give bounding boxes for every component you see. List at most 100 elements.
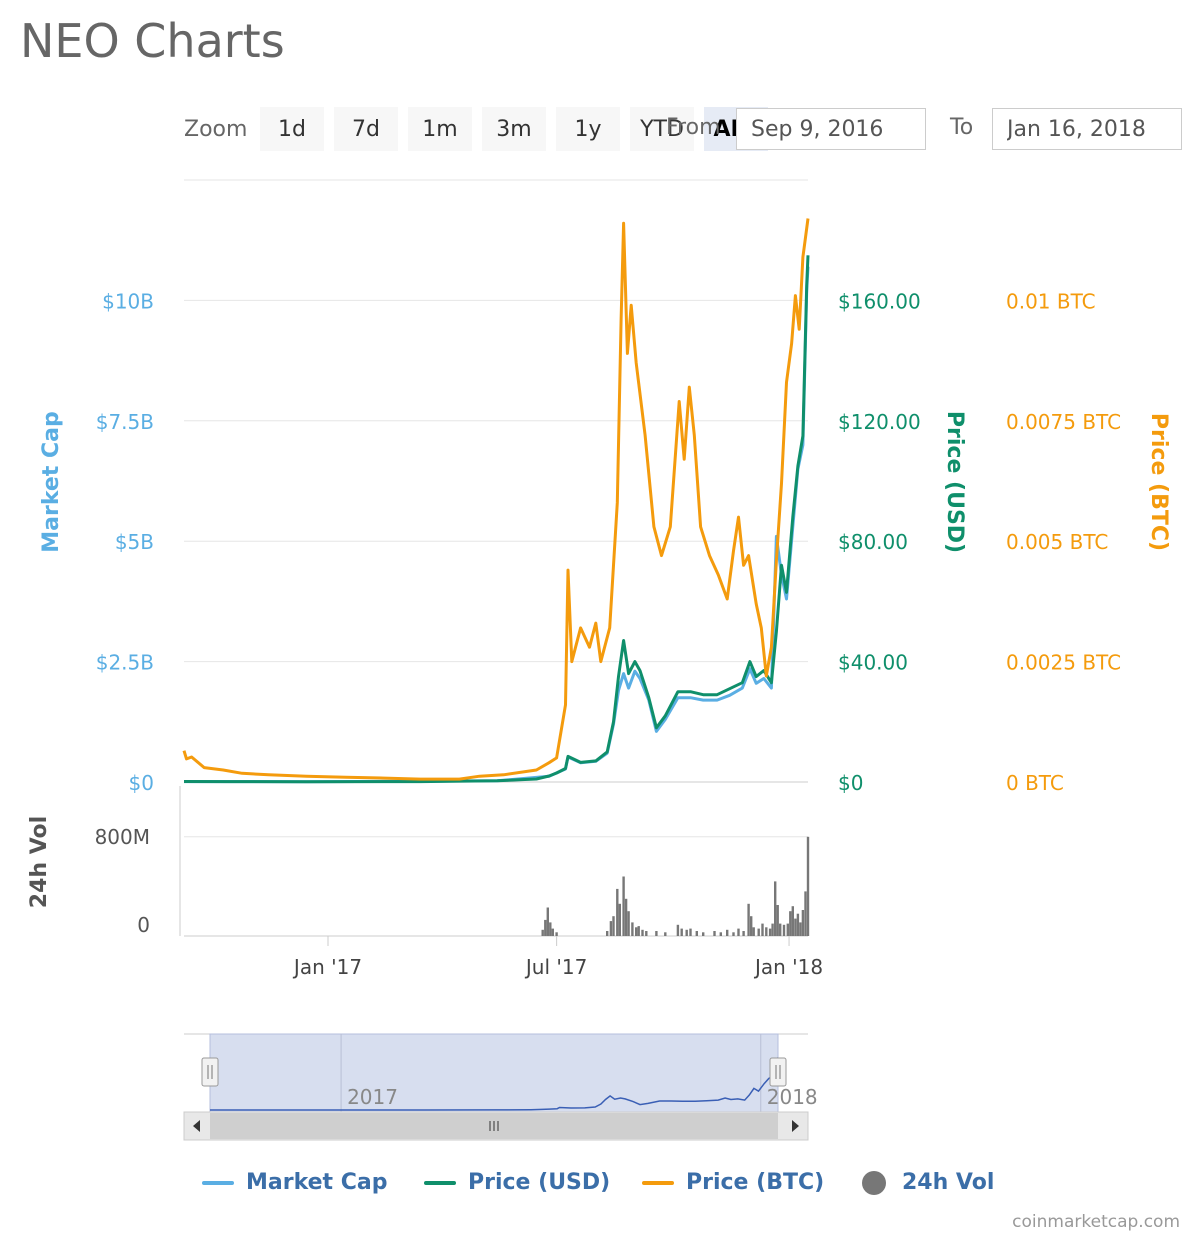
volume-bar (737, 928, 740, 936)
price-btc-series-line (182, 218, 810, 781)
zoom-1d-button[interactable]: 1d (260, 107, 324, 151)
range-from-input[interactable] (736, 108, 926, 150)
market-cap-series-line (183, 266, 810, 784)
market-cap-tick-label: $7.5B (96, 410, 154, 434)
legend-24h-vol[interactable]: 24h Vol (862, 1170, 994, 1195)
volume-bar (612, 916, 615, 936)
volume-bar (719, 932, 722, 936)
volume-bar (664, 932, 667, 936)
volume-bar (635, 927, 638, 936)
legend-price-usd[interactable]: Price (USD) (424, 1170, 610, 1195)
range-from-label: From (666, 115, 721, 140)
volume-bar (618, 903, 621, 936)
volume-bar (695, 931, 698, 936)
navigator-right-handle-box (769, 1057, 787, 1087)
volume-bar (631, 922, 634, 936)
price-btc-tick-label: 0 BTC (1006, 771, 1064, 795)
volume-bar (622, 876, 625, 936)
price-usd-series-line (183, 255, 810, 784)
volume-bar (637, 926, 640, 936)
scrollbar[interactable] (183, 1111, 809, 1141)
zoom-1y-button[interactable]: 1y (556, 107, 620, 151)
volume-bar (765, 927, 768, 936)
legend-price-btc-swatch (642, 1180, 674, 1185)
volume-bar (799, 922, 802, 936)
volume-bar (786, 923, 789, 936)
volume-bar (609, 921, 613, 936)
volume-bar (702, 932, 705, 936)
navigator-left-handle-box (201, 1057, 219, 1087)
price-usd-tick-label: $0 (838, 771, 863, 795)
volume-bar (794, 918, 797, 936)
price-btc-tick-label: 0.0075 BTC (1006, 410, 1121, 434)
legend-price-btc-label: Price (BTC) (686, 1170, 825, 1195)
legend-price-usd-label: Price (USD) (468, 1170, 611, 1195)
volume-bar (627, 911, 630, 936)
navigator-tick-label: 2017 (347, 1085, 398, 1109)
volume-bar (757, 928, 760, 936)
volume-bar (624, 898, 628, 936)
volume-bar (732, 932, 735, 936)
navigator-left-handle[interactable] (201, 1057, 219, 1087)
volume-bar (796, 913, 800, 936)
legend-market-cap-label: Market Cap (246, 1170, 388, 1195)
navigator-right-handle[interactable] (769, 1057, 787, 1087)
volume-bar (750, 916, 753, 936)
legend-market-cap-swatch (202, 1180, 234, 1185)
legend-24h-vol-label: 24h Vol (902, 1170, 995, 1195)
volume-bar (726, 929, 729, 936)
zoom-ytd-button[interactable]: YTD (630, 107, 694, 151)
volume-tick-label: 0 (137, 913, 150, 937)
x-tick-label: Jan '17 (292, 955, 362, 979)
volume-bar (616, 888, 619, 936)
volume-bar (804, 891, 807, 936)
scrollbar-right-arrow-icon (792, 1120, 799, 1132)
volume-bar (541, 929, 544, 936)
volume-tick-label: 800M (95, 825, 150, 849)
volume-bar (752, 927, 755, 936)
volume-bar (685, 929, 688, 936)
x-tick-label: Jul '17 (524, 955, 587, 979)
volume-axis-title: 24h Vol (27, 816, 52, 908)
price-usd-tick-label: $40.00 (838, 651, 908, 675)
volume-bar (549, 922, 552, 936)
zoom-7d-button[interactable]: 7d (334, 107, 398, 151)
legend-market-cap[interactable]: Market Cap (202, 1170, 387, 1195)
market-cap-tick-label: $5B (115, 530, 154, 554)
range-to-input[interactable] (992, 108, 1182, 150)
price-btc-tick-label: 0.0025 BTC (1006, 651, 1121, 675)
volume-bar (774, 881, 777, 936)
legend-24h-vol-dot (862, 1170, 886, 1195)
volume-bar (771, 923, 774, 936)
volume-bar (776, 905, 779, 936)
price-btc-tick-label: 0.01 BTC (1006, 289, 1096, 313)
zoom-label: Zoom (184, 117, 248, 142)
market-cap-tick-label: $2.5B (96, 651, 154, 675)
volume-bar (806, 836, 810, 936)
legend-price-usd-swatch (424, 1180, 456, 1185)
price-btc-axis-title: Price (BTC) (1146, 413, 1171, 551)
x-tick-label: Jan '18 (753, 955, 823, 979)
market-cap-tick-label: $10B (102, 289, 154, 313)
price-usd-tick-label: $120.00 (838, 410, 921, 434)
volume-bar (761, 923, 764, 936)
volume-bar (779, 923, 782, 936)
zoom-3m-button[interactable]: 3m (482, 107, 546, 151)
volume-bar (606, 931, 609, 936)
volume-bar (544, 919, 547, 936)
navigator-selection (209, 1033, 779, 1113)
legend-price-btc[interactable]: Price (BTC) (642, 1170, 824, 1195)
credit-link[interactable]: coinmarketcap.com (1012, 1212, 1180, 1232)
volume-bar (782, 924, 786, 936)
zoom-1m-button[interactable]: 1m (408, 107, 472, 151)
market-cap-tick-label: $0 (129, 771, 154, 795)
navigator-tick-label: 2018 (767, 1085, 818, 1109)
volume-bar (676, 924, 680, 936)
volume-bar (551, 928, 554, 936)
volume-bar (546, 907, 549, 936)
volume-bar (713, 931, 716, 936)
volume-bar (645, 931, 648, 936)
volume-bar (768, 928, 772, 936)
price-usd-tick-label: $160.00 (838, 289, 921, 313)
scrollbar-left-arrow-icon (193, 1120, 200, 1132)
